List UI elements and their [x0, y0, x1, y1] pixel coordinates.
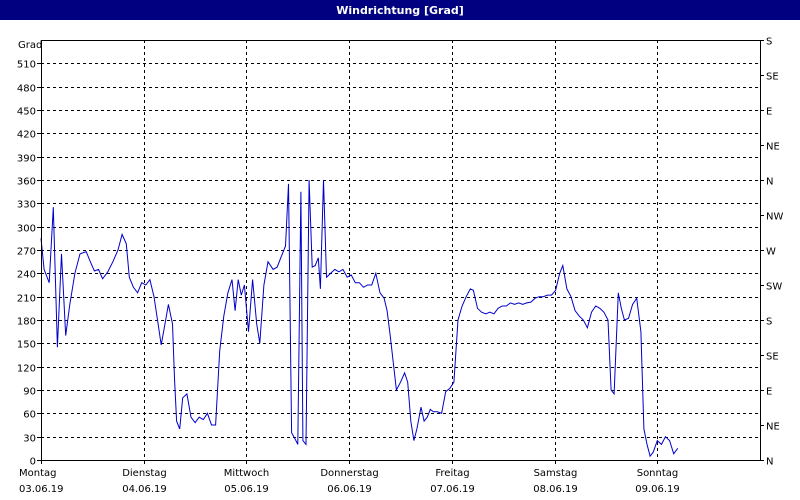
chart-title-bar: Windrichtung [Grad]: [0, 0, 800, 20]
x-tick-day-label: Montag: [19, 468, 56, 479]
y-tick-label: 90: [23, 387, 36, 398]
x-tick-date-label: 04.06.19: [122, 484, 167, 495]
right-tick-label: SE: [766, 72, 779, 83]
right-tick-label: S: [766, 37, 772, 48]
y-tick-label: 150: [17, 340, 36, 351]
y-tick-label: 240: [17, 270, 36, 281]
right-tick-label: SE: [766, 352, 779, 363]
x-tick-date-label: 03.06.19: [19, 484, 64, 495]
right-tick-label: NW: [766, 212, 783, 223]
x-tick-day-label: Mittwoch: [224, 468, 269, 479]
y-tick-label: 300: [17, 224, 36, 235]
right-tick-label: E: [766, 107, 772, 118]
right-tick-label: E: [766, 387, 772, 398]
y-tick-label: 360: [17, 177, 36, 188]
y-axis-label: Grad: [18, 40, 42, 51]
y-tick-label: 420: [17, 130, 36, 141]
y-tick-label: 390: [17, 154, 36, 165]
y-tick-label: 120: [17, 364, 36, 375]
y-tick-label: 60: [23, 410, 36, 421]
x-tick-date-label: 09.06.19: [635, 484, 680, 495]
chart-title: Windrichtung [Grad]: [336, 3, 464, 17]
x-tick-date-label: 08.06.19: [533, 484, 578, 495]
x-tick-day-label: Sonntag: [637, 468, 679, 479]
left-axis-ticks: 0 30 60 90 120 150 180 210 240 270 300 330 360 390 420…: [17, 60, 41, 468]
x-tick-day-label: Samstag: [534, 468, 578, 479]
series-group: [40, 179, 679, 458]
wind-direction-chart: 0 30 60 90 120 150 180 210 240 270 300 330 360 390 420…: [17, 37, 784, 496]
grid-lines: [41, 40, 760, 460]
right-tick-label: NE: [766, 142, 780, 153]
x-tick-date-label: 07.06.19: [430, 484, 475, 495]
y-tick-label: 510: [17, 60, 36, 71]
y-tick-label: 30: [23, 434, 36, 445]
y-tick-label: 480: [17, 84, 36, 95]
y-tick-label: 330: [17, 200, 36, 211]
right-tick-label: S: [766, 317, 772, 328]
y-tick-label: 450: [17, 107, 36, 118]
x-tick-day-label: Dienstag: [122, 468, 167, 479]
x-tick-day-label: Freitag: [435, 468, 469, 479]
right-tick-label: N: [766, 177, 773, 188]
right-tick-label: SW: [766, 282, 782, 293]
y-tick-label: 180: [17, 317, 36, 328]
x-tick-day-label: Donnerstag: [320, 468, 378, 479]
y-tick-label: 0: [30, 457, 36, 468]
right-axis-ticks: N NE E SE S SW W NW N NE E SE S: [760, 37, 783, 468]
right-tick-label: W: [766, 247, 776, 258]
right-tick-label: N: [766, 457, 773, 468]
series-line: [40, 179, 679, 458]
x-tick-date-label: 06.06.19: [327, 484, 372, 495]
x-axis-ticks: Montag 03.06.19 Dienstag 04.06.19 Mittwoch 05…: [19, 460, 680, 495]
x-tick-date-label: 05.06.19: [224, 484, 269, 495]
plot-frame: [41, 40, 761, 461]
right-tick-label: NE: [766, 422, 780, 433]
y-tick-label: 270: [17, 247, 36, 258]
y-tick-label: 210: [17, 294, 36, 305]
